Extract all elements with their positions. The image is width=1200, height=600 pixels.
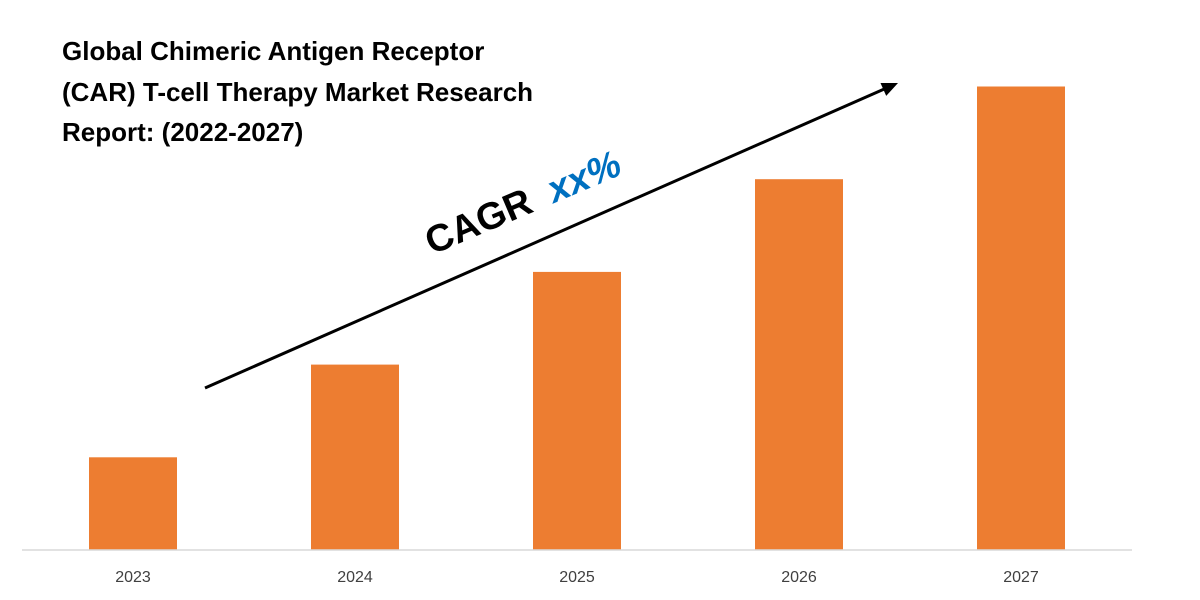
chart-title-line-1: Global Chimeric Antigen Receptor: [62, 36, 484, 66]
cagr-label: CAGR: [419, 181, 538, 263]
bar-2024: [311, 364, 399, 550]
cagr-value: xx%: [539, 143, 627, 212]
chart-title-line-2: (CAR) T-cell Therapy Market Research: [62, 77, 533, 107]
x-tick-label-2023: 2023: [115, 569, 151, 586]
x-tick-label-2026: 2026: [781, 569, 817, 586]
bar-2025: [533, 271, 621, 550]
bar-2023: [89, 457, 177, 550]
cagr-trend-arrow: [204, 83, 898, 390]
x-tick-label-2025: 2025: [559, 569, 595, 586]
bar-2027: [977, 86, 1065, 550]
x-tick-label-2024: 2024: [337, 569, 373, 586]
x-axis-tick-labels: 2023 2024 2025 2026 2027: [115, 569, 1039, 586]
cagr-annotation: CAGR xx%: [419, 143, 627, 263]
x-tick-label-2027: 2027: [1003, 569, 1039, 586]
trend-line: [204, 86, 889, 390]
chart-title-line-3: Report: (2022-2027): [62, 117, 303, 147]
bar-2026: [755, 179, 843, 550]
arrow-head: [880, 83, 898, 96]
chart-title: Global Chimeric Antigen Receptor (CAR) T…: [62, 36, 538, 147]
bar-series: [89, 86, 1065, 550]
